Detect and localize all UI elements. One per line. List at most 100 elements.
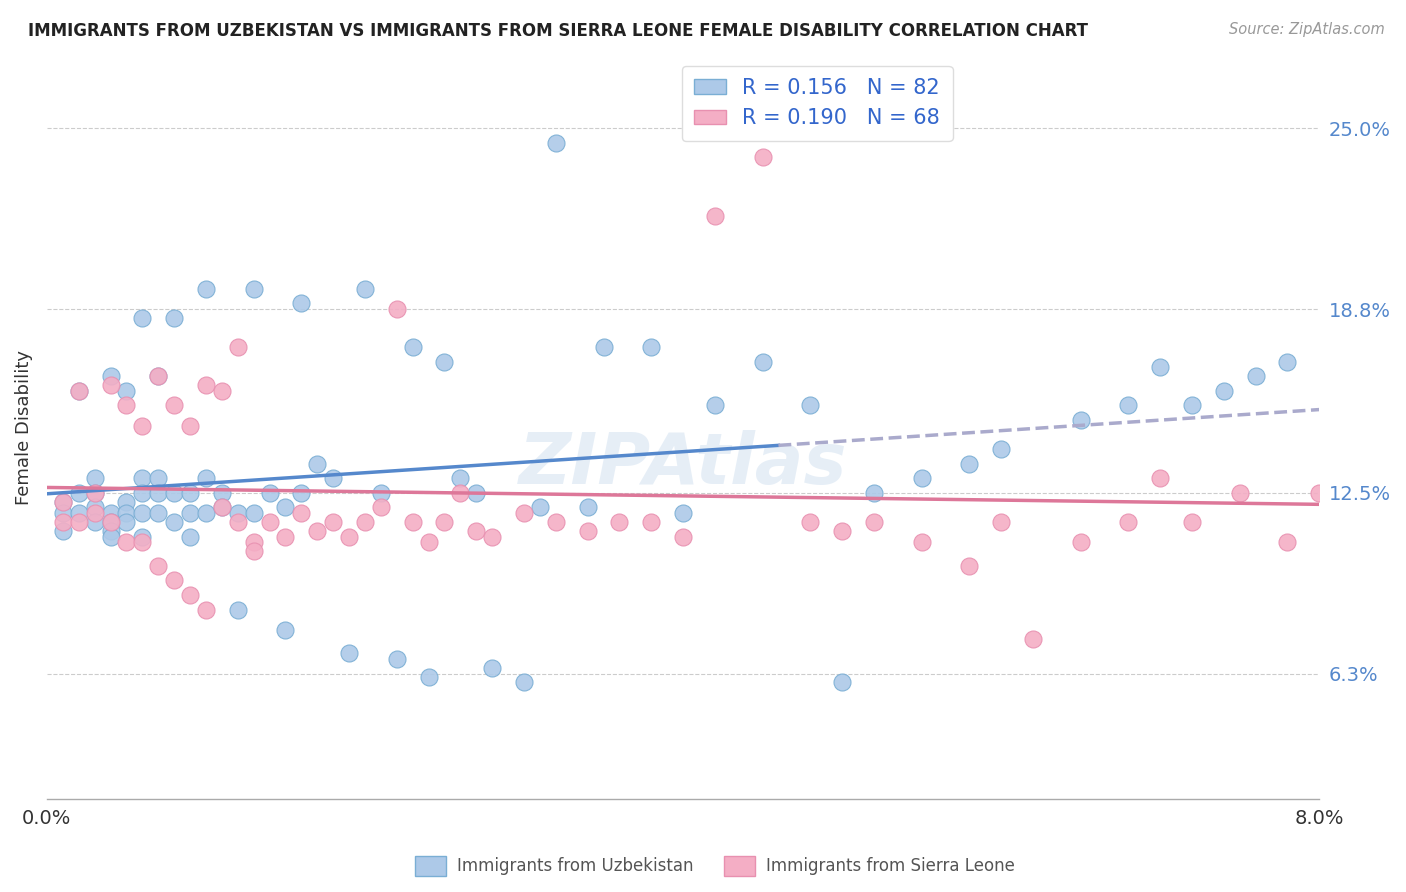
Point xyxy=(194,377,217,392)
Point xyxy=(259,515,281,529)
Point xyxy=(1116,515,1139,529)
Point xyxy=(67,384,90,398)
Point xyxy=(640,340,662,354)
Point xyxy=(115,506,138,520)
Point xyxy=(52,524,75,538)
Point xyxy=(83,486,105,500)
Point xyxy=(131,310,153,325)
Point xyxy=(148,486,170,500)
Point xyxy=(100,369,122,384)
Point xyxy=(290,506,312,520)
Point xyxy=(52,494,75,508)
Point xyxy=(1022,632,1045,646)
Point xyxy=(163,515,186,529)
Point xyxy=(179,418,201,433)
Point xyxy=(609,515,631,529)
Point xyxy=(194,506,217,520)
Point xyxy=(402,340,425,354)
Point xyxy=(370,500,392,515)
Text: ZIPAtlas: ZIPAtlas xyxy=(519,430,848,499)
Point xyxy=(433,354,456,368)
Point xyxy=(1229,486,1251,500)
Point xyxy=(148,369,170,384)
Point xyxy=(52,515,75,529)
Point xyxy=(226,340,249,354)
Point xyxy=(307,457,329,471)
Y-axis label: Female Disability: Female Disability xyxy=(15,350,32,505)
Point xyxy=(163,574,186,588)
Point xyxy=(370,486,392,500)
Point xyxy=(179,486,201,500)
Point xyxy=(115,398,138,412)
Text: Source: ZipAtlas.com: Source: ZipAtlas.com xyxy=(1229,22,1385,37)
Point xyxy=(163,486,186,500)
Point xyxy=(1212,384,1234,398)
Point xyxy=(576,524,599,538)
Point xyxy=(703,398,725,412)
Point xyxy=(83,515,105,529)
Point xyxy=(544,515,567,529)
Point xyxy=(148,558,170,573)
Point xyxy=(402,515,425,529)
Point xyxy=(513,506,536,520)
Point xyxy=(957,558,980,573)
Point xyxy=(131,418,153,433)
Point xyxy=(1355,466,1378,480)
Point xyxy=(211,500,233,515)
Point xyxy=(100,515,122,529)
Point xyxy=(290,296,312,310)
Point xyxy=(274,623,297,637)
Point xyxy=(226,602,249,616)
Point xyxy=(1308,486,1330,500)
Point xyxy=(259,486,281,500)
Point xyxy=(226,506,249,520)
Point xyxy=(67,384,90,398)
Point xyxy=(67,515,90,529)
Point xyxy=(751,150,773,164)
Point xyxy=(83,471,105,485)
Point xyxy=(131,471,153,485)
Point xyxy=(418,535,440,549)
Point xyxy=(179,588,201,602)
Point xyxy=(418,670,440,684)
Point xyxy=(433,515,456,529)
Point xyxy=(100,506,122,520)
Point xyxy=(529,500,551,515)
Point xyxy=(242,506,264,520)
Point xyxy=(1116,398,1139,412)
Point xyxy=(100,530,122,544)
Point xyxy=(385,301,408,316)
Point xyxy=(131,535,153,549)
Point xyxy=(322,471,344,485)
Point xyxy=(1149,360,1171,375)
Point xyxy=(226,515,249,529)
Point xyxy=(290,486,312,500)
Point xyxy=(337,646,360,660)
Point xyxy=(449,471,471,485)
Point xyxy=(274,530,297,544)
Point xyxy=(1371,500,1393,515)
Point xyxy=(640,515,662,529)
Point xyxy=(1277,354,1299,368)
Point xyxy=(354,515,377,529)
Point xyxy=(513,675,536,690)
Text: Immigrants from Uzbekistan: Immigrants from Uzbekistan xyxy=(457,857,693,875)
Point xyxy=(703,209,725,223)
Point xyxy=(83,486,105,500)
Point xyxy=(131,486,153,500)
Point xyxy=(1403,457,1406,471)
Point xyxy=(831,675,853,690)
Point xyxy=(990,442,1012,456)
Point xyxy=(1277,535,1299,549)
Point xyxy=(148,471,170,485)
Point xyxy=(799,515,821,529)
Point xyxy=(179,530,201,544)
Point xyxy=(337,530,360,544)
Text: Immigrants from Sierra Leone: Immigrants from Sierra Leone xyxy=(766,857,1015,875)
Point xyxy=(799,398,821,412)
Point xyxy=(242,282,264,296)
Point xyxy=(672,506,695,520)
Point xyxy=(1388,486,1406,500)
Point xyxy=(274,500,297,515)
Legend: R = 0.156   N = 82, R = 0.190   N = 68: R = 0.156 N = 82, R = 0.190 N = 68 xyxy=(682,65,952,141)
